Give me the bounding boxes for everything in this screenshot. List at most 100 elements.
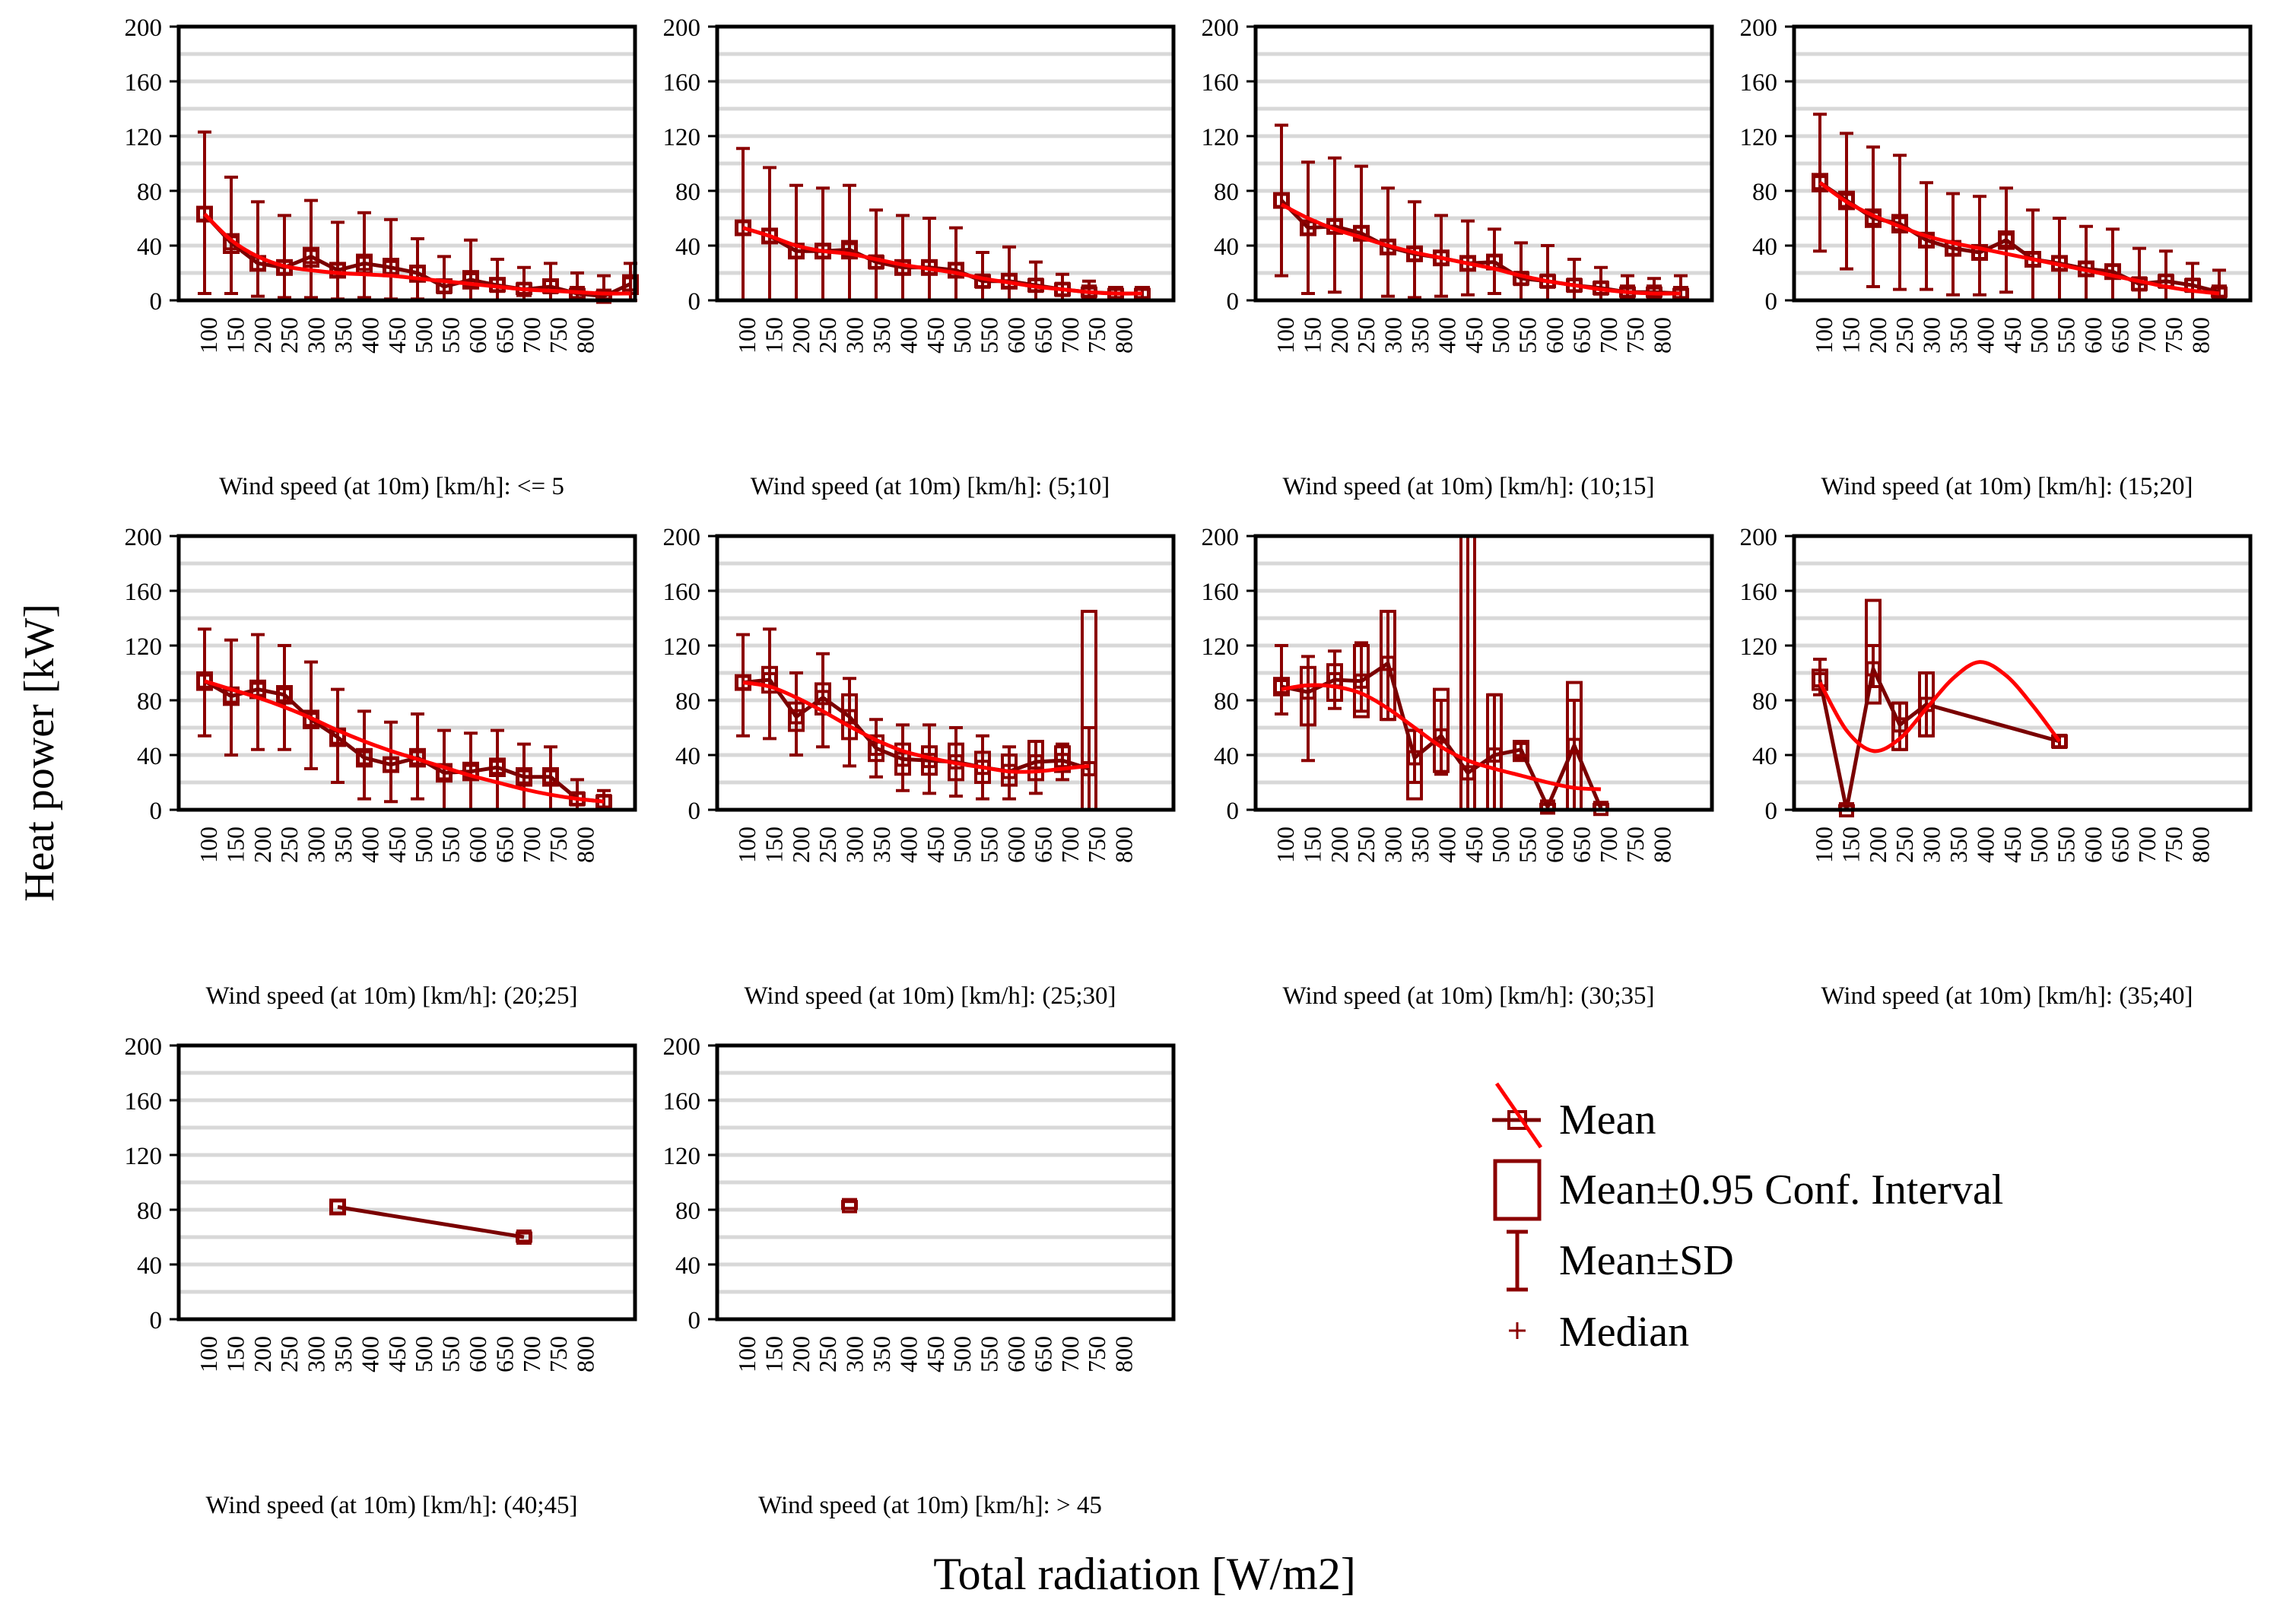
x-tick-label: 800	[572, 827, 599, 863]
x-tick-label: 150	[221, 1336, 249, 1372]
x-tick-label: 600	[1002, 1336, 1030, 1372]
y-tick-label: 40	[1752, 743, 1777, 770]
x-tick-label: 400	[356, 317, 383, 354]
x-tick-label: 600	[464, 827, 491, 863]
y-tick-label: 80	[675, 1198, 700, 1225]
fit-line	[204, 679, 605, 804]
x-tick-label: 350	[1406, 827, 1434, 863]
fit-line	[203, 212, 631, 296]
x-tick-label: 600	[2079, 827, 2107, 863]
y-tick-label: 0	[688, 1307, 701, 1334]
y-tick-label: 40	[675, 1252, 700, 1280]
x-tick-label: 800	[1110, 317, 1138, 354]
x-tick-label: 650	[1567, 317, 1595, 354]
y-tick-label: 160	[1202, 579, 1240, 606]
x-tick-label: 450	[922, 1336, 949, 1372]
x-tick-label: 400	[1433, 317, 1460, 354]
mean-marker	[815, 690, 830, 706]
x-tick-label: 500	[410, 1336, 437, 1372]
mean-marker	[1866, 661, 1881, 677]
x-tick-label: 700	[2133, 827, 2161, 863]
legend: Mean Mean±0.95 Conf. Interval Mean±SD Media…	[1492, 1082, 2003, 1356]
panel-title: Wind speed (at 10m) [km/h]: <= 5	[219, 473, 564, 500]
y-tick-label: 0	[150, 288, 163, 316]
x-tick-label: 250	[814, 1336, 841, 1372]
y-tick-label: 80	[137, 688, 162, 715]
x-tick-label: 650	[2106, 827, 2133, 863]
x-tick-label: 450	[922, 317, 949, 354]
y-tick-label: 40	[675, 743, 700, 770]
mean-marker	[1487, 747, 1502, 763]
x-tick-label: 450	[1460, 827, 1488, 863]
x-tick-label: 200	[249, 1336, 276, 1372]
x-tick-label: 450	[1460, 317, 1488, 354]
mean-marker	[1407, 750, 1422, 766]
y-tick-label: 160	[125, 1088, 163, 1115]
x-tick-label: 750	[2160, 827, 2187, 863]
x-tick-label: 100	[1810, 317, 1837, 354]
x-tick-label: 200	[787, 1336, 815, 1372]
x-tick-label: 200	[249, 317, 276, 354]
y-tick-label: 200	[1202, 524, 1240, 551]
x-tick-label: 550	[437, 317, 465, 354]
legend-item-mean: Mean	[1492, 1082, 1656, 1149]
x-tick-label: 400	[894, 317, 922, 354]
x-tick-label: 400	[894, 827, 922, 863]
mean-marker	[1812, 175, 1828, 191]
mean-line	[337, 1204, 525, 1239]
y-tick-label: 200	[125, 524, 163, 551]
legend-label: Mean±SD	[1559, 1237, 1734, 1284]
panel-title: Wind speed (at 10m) [km/h]: > 45	[758, 1492, 1102, 1519]
y-tick-label: 200	[1202, 14, 1240, 42]
y-tick-label: 160	[125, 579, 163, 606]
x-tick-label: 350	[1945, 317, 1972, 354]
mean-marker	[357, 750, 372, 766]
mean-marker	[2105, 264, 2120, 280]
x-tick-label: 300	[303, 827, 330, 863]
x-tick-label: 400	[1433, 827, 1460, 863]
x-tick-label: 800	[572, 317, 599, 354]
y-tick-label: 160	[1740, 69, 1778, 97]
mean-marker	[383, 259, 399, 275]
x-tick-label: 700	[518, 827, 545, 863]
plot-frame	[1792, 534, 2253, 812]
y-tick-label: 200	[125, 1033, 163, 1061]
y-tick-label: 40	[1752, 233, 1777, 261]
x-tick-label: 150	[1298, 317, 1326, 354]
legend-label: Mean±0.95 Conf. Interval	[1559, 1166, 2003, 1214]
x-tick-label: 500	[948, 1336, 976, 1372]
x-tick-label: 100	[195, 1336, 222, 1372]
x-tick-label: 250	[1891, 317, 1918, 354]
x-tick-label: 750	[1083, 1336, 1110, 1372]
y-tick-label: 160	[663, 579, 701, 606]
mean-line	[1281, 660, 1603, 812]
x-tick-label: 550	[976, 317, 1003, 354]
x-tick-label: 500	[948, 827, 976, 863]
x-tick-label: 300	[1380, 317, 1407, 354]
mean-marker	[1380, 655, 1396, 671]
x-tick-label: 800	[1110, 1336, 1138, 1372]
x-tick-label: 350	[868, 827, 895, 863]
y-tick-label: 120	[1202, 124, 1240, 151]
x-tick-label: 100	[733, 317, 761, 354]
mean-marker	[543, 769, 558, 785]
mean-marker	[516, 769, 532, 785]
x-tick-label: 550	[976, 1336, 1003, 1372]
panel-title: Wind speed (at 10m) [km/h]: (30;35]	[1283, 982, 1655, 1010]
x-tick-label: 250	[814, 827, 841, 863]
x-tick-label: 750	[1621, 317, 1649, 354]
legend-item-ci: Mean±0.95 Conf. Interval	[1493, 1159, 2003, 1221]
mean-marker	[463, 272, 478, 287]
y-tick-label: 80	[1752, 179, 1777, 206]
x-tick-label: 750	[2160, 317, 2187, 354]
mean-marker	[357, 255, 372, 271]
